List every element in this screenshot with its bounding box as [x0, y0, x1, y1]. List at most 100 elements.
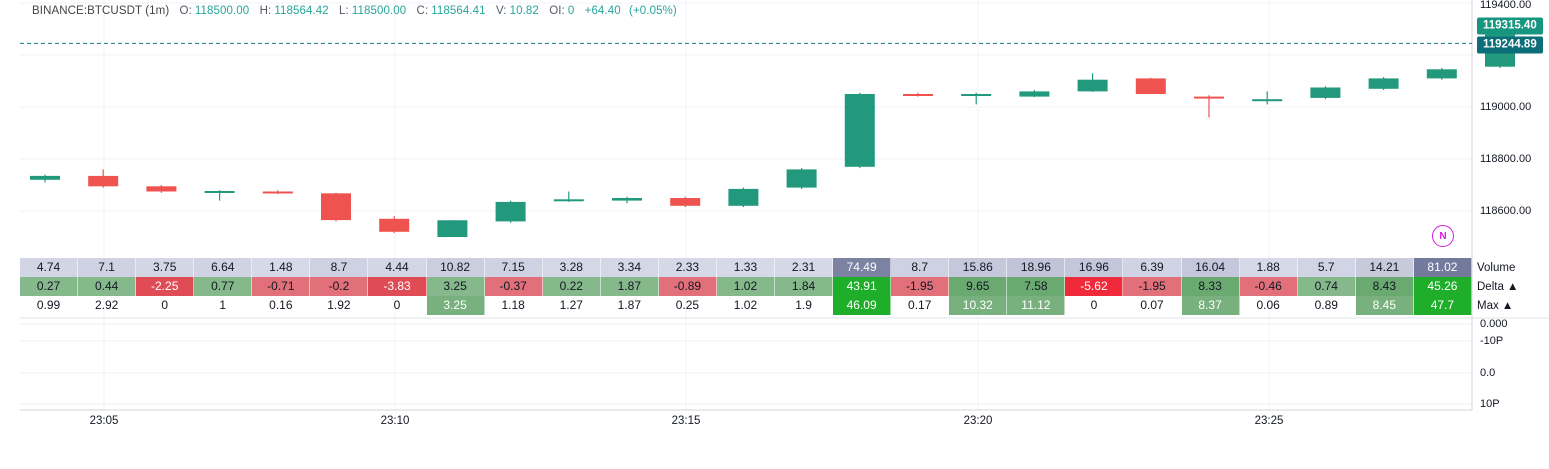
delta-cell: -3.83 [368, 277, 427, 296]
candle-body [553, 199, 584, 202]
volume-cell: 14.21 [1355, 258, 1414, 277]
legend-l-value: 118500.00 [351, 5, 407, 17]
candle-body [844, 94, 875, 167]
indicator-tick: -10P [1480, 335, 1504, 347]
legend-oi-label: OI: [549, 5, 565, 17]
max-cell: 0.16 [252, 296, 311, 315]
candle [379, 216, 410, 234]
candle-body [961, 94, 992, 96]
candle-body [1194, 96, 1224, 99]
volume-cell: 3.75 [136, 258, 195, 277]
candle-body [437, 220, 468, 237]
indicator-tick: 0.0 [1480, 367, 1496, 379]
candle-body [30, 175, 60, 180]
candle-body [612, 198, 642, 201]
volume-cell: 6.39 [1123, 258, 1182, 277]
delta-row-label[interactable]: Delta ▲ [1477, 281, 1519, 293]
volume-cell: 4.44 [368, 258, 427, 277]
candle [1368, 77, 1399, 91]
candle [1426, 68, 1457, 80]
legend-change: +64.40 [584, 5, 621, 17]
volume-cell: 1.33 [716, 258, 776, 277]
candle-body [786, 169, 817, 188]
volume-cell: 1.48 [252, 258, 311, 277]
candle [728, 187, 759, 208]
candle-body [1252, 99, 1283, 102]
candle-body [146, 186, 177, 192]
volume-cell: 7.15 [484, 258, 543, 277]
candle [495, 200, 526, 223]
max-row: 0.99 2.92 0 1 0.16 1.92 0 3.25 1.18 1.27 1.87 0.25 1… [20, 296, 1472, 315]
delta-cell: 7.58 [1007, 277, 1066, 296]
n-icon[interactable]: N [1432, 225, 1454, 247]
current-price-badge: 119315.40 [1477, 17, 1543, 35]
candle-body [1426, 69, 1457, 79]
legend-v-value: 10.82 [509, 5, 539, 17]
price-tick: 119400.00 [1480, 0, 1532, 11]
delta-cell: 8.43 [1355, 277, 1414, 296]
max-cell: 0.25 [659, 296, 717, 315]
ohlc-legend: BINANCE:BTCUSDT (1m) O: 118500.00 H: 11856… [32, 5, 677, 17]
candle [1310, 86, 1341, 100]
legend-oi-value: 0 [567, 5, 575, 17]
volume-cell: 15.86 [949, 258, 1008, 277]
indicator-tick: 0.000 [1480, 318, 1508, 330]
indicator-tick: 10P [1480, 398, 1500, 410]
delta-cell: 1.02 [716, 277, 776, 296]
candle [262, 190, 293, 195]
dashed-line-badge: 119244.89 [1477, 36, 1543, 54]
legend-symbol[interactable]: BINANCE:BTCUSDT (1m) [32, 5, 170, 17]
candle [844, 92, 875, 169]
delta-cell: -1.95 [1123, 277, 1182, 296]
candle [321, 192, 351, 222]
candle [1252, 91, 1283, 105]
max-cell: 0 [368, 296, 427, 315]
time-tick: 23:05 [89, 415, 119, 427]
delta-cell: 0.74 [1297, 277, 1356, 296]
candle-body [670, 198, 701, 206]
candle [1194, 95, 1224, 118]
volume-cell: 6.64 [194, 258, 253, 277]
legend-o-label: O: [179, 5, 192, 17]
max-cell: 0.89 [1298, 296, 1356, 315]
volume-cell: 2.31 [775, 258, 834, 277]
volume-row-label: Volume [1477, 262, 1516, 274]
volume-cell: 5.7 [1297, 258, 1356, 277]
volume-cell: 2.33 [658, 258, 717, 277]
delta-cell: 1.84 [775, 277, 834, 296]
max-cell: 10.32 [949, 296, 1008, 315]
candle-body [204, 190, 235, 193]
candle-body [1019, 91, 1050, 97]
candle-body [495, 201, 526, 222]
candle-body [1077, 79, 1108, 92]
volume-cell: 3.34 [600, 258, 659, 277]
volume-cell: 81.02 [1413, 258, 1472, 277]
max-cell: 0 [136, 296, 195, 315]
candle [1135, 77, 1166, 94]
volume-cell: 74.49 [833, 258, 892, 277]
max-cell: 0.06 [1240, 296, 1298, 315]
max-row-label[interactable]: Max ▲ [1477, 300, 1514, 312]
volume-cell: 16.04 [1181, 258, 1240, 277]
volume-cell: 16.96 [1065, 258, 1124, 277]
delta-cell: 8.33 [1181, 277, 1240, 296]
price-tick: 119000.00 [1480, 101, 1532, 113]
delta-cell: -5.62 [1065, 277, 1124, 296]
max-cell: 1.18 [485, 296, 543, 315]
time-tick: 23:15 [671, 415, 701, 427]
max-cell: 1 [194, 296, 253, 315]
delta-row: 0.27 0.44 -2.25 0.77 -0.71 -0.2 -3.83 3.25 -0.37… [20, 277, 1472, 296]
candle [961, 92, 992, 105]
candle-body [379, 218, 410, 232]
legend-l-label: L: [339, 5, 349, 17]
delta-cell: 0.77 [194, 277, 253, 296]
volume-cell: 3.28 [542, 258, 601, 277]
candle-body [1135, 78, 1166, 94]
candle [437, 220, 468, 237]
time-tick: 23:10 [380, 415, 410, 427]
time-tick: 23:25 [1254, 415, 1284, 427]
max-cell: 1.87 [601, 296, 659, 315]
delta-cell: 0.27 [20, 277, 79, 296]
